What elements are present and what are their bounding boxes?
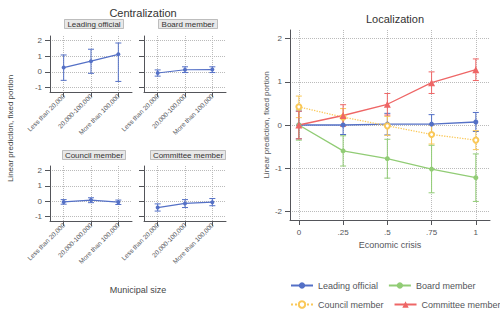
svg-text:0: 0 xyxy=(38,197,43,206)
svg-text:Committee member: Committee member xyxy=(153,151,224,160)
svg-text:.75: .75 xyxy=(426,228,438,237)
svg-text:Leading official: Leading official xyxy=(67,20,120,29)
svg-text:Leading official: Leading official xyxy=(318,281,378,291)
svg-text:Council member: Council member xyxy=(65,151,124,160)
svg-text:-1: -1 xyxy=(275,164,283,173)
svg-text:.25: .25 xyxy=(338,228,350,237)
svg-text:Council member: Council member xyxy=(318,300,384,310)
svg-text:Board member: Board member xyxy=(162,20,215,29)
svg-text:More than 100,000: More than 100,000 xyxy=(77,221,121,265)
svg-text:Centralization: Centralization xyxy=(109,7,176,19)
svg-text:-2: -2 xyxy=(275,207,283,216)
svg-text:0: 0 xyxy=(297,228,302,237)
svg-text:0: 0 xyxy=(278,121,283,130)
svg-text:More than 100,000: More than 100,000 xyxy=(77,92,121,136)
svg-text:Committee member: Committee member xyxy=(422,300,500,310)
svg-text:2: 2 xyxy=(38,36,43,45)
svg-text:Less than 20,000: Less than 20,000 xyxy=(120,221,161,262)
svg-text:Municipal size: Municipal size xyxy=(110,285,167,295)
svg-text:Less than 20,000: Less than 20,000 xyxy=(26,221,67,262)
svg-text:1: 1 xyxy=(38,181,43,190)
svg-text:Economic crisis: Economic crisis xyxy=(359,240,422,250)
svg-text:.5: .5 xyxy=(384,228,391,237)
svg-text:Less than 20,000: Less than 20,000 xyxy=(120,92,161,133)
svg-text:1: 1 xyxy=(278,77,283,86)
svg-text:Localization: Localization xyxy=(366,13,424,25)
svg-text:-1: -1 xyxy=(35,212,43,221)
svg-text:More than 100,000: More than 100,000 xyxy=(171,92,215,136)
svg-text:0: 0 xyxy=(38,67,43,76)
svg-text:20,000-100,000: 20,000-100,000 xyxy=(56,92,94,130)
svg-text:2: 2 xyxy=(278,34,283,43)
svg-text:2: 2 xyxy=(38,166,43,175)
svg-text:1: 1 xyxy=(474,228,479,237)
svg-text:Less than 20,000: Less than 20,000 xyxy=(26,92,67,133)
svg-text:20,000-100,000: 20,000-100,000 xyxy=(150,92,188,130)
svg-text:-1: -1 xyxy=(35,83,43,92)
svg-text:20,000-100,000: 20,000-100,000 xyxy=(150,221,188,259)
svg-text:More than 100,000: More than 100,000 xyxy=(171,221,215,265)
svg-text:Linear prediction, fixed porti: Linear prediction, fixed portion xyxy=(6,75,15,182)
svg-text:Linear prediction, fixed porti: Linear prediction, fixed portion xyxy=(262,71,271,178)
svg-text:1: 1 xyxy=(38,52,43,61)
svg-text:Board member: Board member xyxy=(416,281,476,291)
svg-text:20,000-100,000: 20,000-100,000 xyxy=(56,221,94,259)
